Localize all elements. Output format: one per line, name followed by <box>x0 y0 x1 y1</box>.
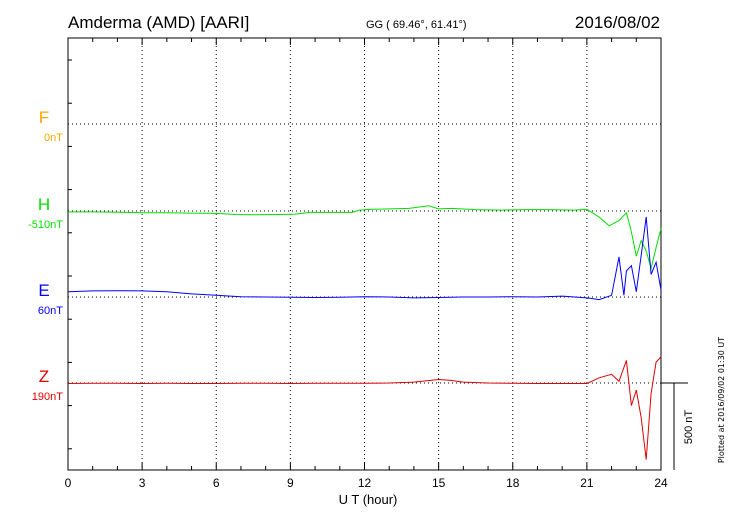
grid <box>68 38 661 470</box>
x-ticks: 0 3 6 9 12 15 18 21 24 <box>65 38 668 490</box>
channel-name-e: E <box>38 281 49 300</box>
date-label: 2016/08/02 <box>575 13 660 32</box>
channel-name-f: F <box>39 108 49 127</box>
x-tick-label: 0 <box>65 476 72 490</box>
channel-baseline-h: -510nT <box>28 219 63 231</box>
plotted-note: Plotted at 2016/09/02 01:30 UT <box>717 337 726 463</box>
series-line-h <box>68 206 661 269</box>
x-tick-label: 15 <box>432 476 446 490</box>
series-lines <box>68 206 661 460</box>
x-tick-label: 3 <box>139 476 146 490</box>
channel-baseline-z: 190nT <box>32 391 63 403</box>
series-line-z <box>68 357 661 460</box>
channel-name-z: Z <box>39 367 49 386</box>
x-tick-label: 12 <box>358 476 372 490</box>
x-tick-label: 6 <box>213 476 220 490</box>
station-title: Amderma (AMD) [AARI] <box>68 13 249 32</box>
x-tick-label: 24 <box>654 476 668 490</box>
x-tick-label: 21 <box>580 476 594 490</box>
x-tick-label: 18 <box>506 476 520 490</box>
channel-baseline-e: 60nT <box>38 305 63 317</box>
coords-label: GG ( 69.46°, 61.41°) <box>366 19 467 31</box>
scale-label: 500 nT <box>683 410 695 445</box>
channel-baseline-f: 0nT <box>44 132 63 144</box>
channel-labels: F 0nT H -510nT E 60nT Z 190nT <box>28 108 63 403</box>
x-axis-label: U T (hour) <box>339 492 398 507</box>
x-tick-label: 9 <box>287 476 294 490</box>
channel-name-h: H <box>38 195 50 214</box>
